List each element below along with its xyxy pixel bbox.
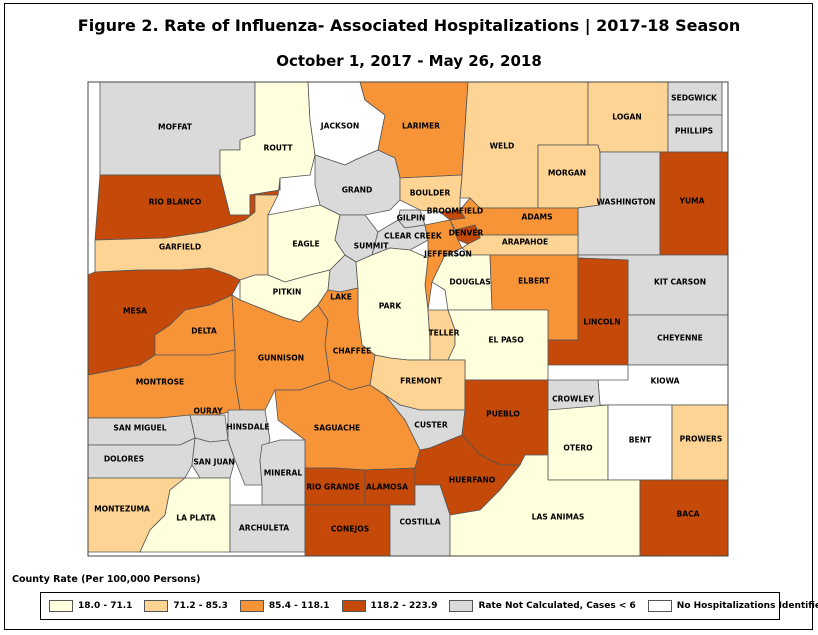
county-label-larimer: LARIMER xyxy=(402,121,440,131)
county-label-moffat: MOFFAT xyxy=(158,122,192,132)
county-label-saguache: SAGUACHE xyxy=(313,423,361,433)
county-label-crowley: CROWLEY xyxy=(552,394,594,404)
legend-item-c3: 85.4 - 118.1 xyxy=(239,600,330,612)
figure-subtitle: October 1, 2017 - May 26, 2018 xyxy=(276,52,542,70)
county-label-lake: LAKE xyxy=(330,292,352,302)
county-label-san-miguel: SAN MIGUEL xyxy=(113,423,167,433)
county-grand xyxy=(314,149,401,216)
legend-item-c1: 18.0 - 71.1 xyxy=(49,600,132,612)
figure-title: Figure 2. Rate of Influenza- Associated … xyxy=(77,16,741,35)
county-lincoln xyxy=(547,257,629,366)
county-label-douglas: DOUGLAS xyxy=(449,277,491,287)
legend-swatch xyxy=(341,600,366,612)
county-label-gilpin: GILPIN xyxy=(396,213,426,223)
county-label-chaffee: CHAFFEE xyxy=(332,346,372,356)
legend-label: 18.0 - 71.1 xyxy=(78,601,133,611)
county-label-ouray: OURAY xyxy=(193,406,223,416)
county-label-adams: ADAMS xyxy=(521,212,553,222)
legend-item-c2: 71.2 - 85.3 xyxy=(144,600,228,612)
county-label-broomfield: BROOMFIELD xyxy=(426,206,484,216)
county-label-custer: CUSTER xyxy=(414,420,448,430)
legend: 18.0 - 71.1 71.2 - 85.3 85.4 - 118.1 118.2 … xyxy=(40,592,818,620)
county-label-washington: WASHINGTON xyxy=(596,197,656,207)
legend-swatch xyxy=(449,600,474,612)
county-label-clear-creek: CLEAR CREEK xyxy=(384,231,442,241)
county-label-pueblo: PUEBLO xyxy=(486,409,520,419)
county-label-denver: DENVER xyxy=(448,228,484,238)
county-label-el-paso: EL PASO xyxy=(488,335,524,345)
legend-item-c4: 118.2 - 223.9 xyxy=(341,600,438,612)
county-label-rio-blanco: RIO BLANCO xyxy=(148,197,202,207)
county-label-conejos: CONEJOS xyxy=(330,524,370,534)
county-label-delta: DELTA xyxy=(191,326,217,336)
county-label-la-plata: LA PLATA xyxy=(176,513,216,523)
legend-title: County Rate (Per 100,000 Persons) xyxy=(12,574,201,585)
county-label-dolores: DOLORES xyxy=(103,454,145,464)
county-label-park: PARK xyxy=(378,301,402,311)
county-label-kit-carson: KIT CARSON xyxy=(653,277,707,287)
county-arapahoe xyxy=(461,234,579,256)
county-label-phillips: PHILLIPS xyxy=(674,126,714,136)
county-label-costilla: COSTILLA xyxy=(399,517,441,527)
legend-swatch xyxy=(49,600,73,612)
county-label-summit: SUMMIT xyxy=(353,241,389,251)
county-label-eagle: EAGLE xyxy=(292,239,320,249)
county-label-garfield: GARFIELD xyxy=(158,242,202,252)
county-label-mesa: MESA xyxy=(122,306,148,316)
legend-label: 118.2 - 223.9 xyxy=(370,601,438,611)
county-label-kiowa: KIOWA xyxy=(650,376,680,386)
county-label-arapahoe: ARAPAHOE xyxy=(501,237,549,247)
county-otero xyxy=(547,404,609,481)
county-label-logan: LOGAN xyxy=(612,112,642,122)
county-label-gunnison: GUNNISON xyxy=(257,353,305,363)
county-label-weld: WELD xyxy=(489,141,515,151)
legend-swatch xyxy=(647,600,672,612)
county-label-teller: TELLER xyxy=(428,328,460,338)
county-label-cheyenne: CHEYENNE xyxy=(657,333,703,343)
county-label-elbert: ELBERT xyxy=(518,276,550,286)
county-label-las-animas: LAS ANIMAS xyxy=(531,512,585,522)
county-label-routt: ROUTT xyxy=(263,143,293,153)
county-label-archuleta: ARCHULETA xyxy=(238,523,290,533)
county-la-plata xyxy=(139,477,231,553)
legend-item-nc: Rate Not Calculated, Cases < 6 xyxy=(449,600,636,612)
legend-item-none: No Hospitalizations Identified xyxy=(647,600,818,612)
county-label-pitkin: PITKIN xyxy=(272,287,302,297)
county-label-yuma: YUMA xyxy=(679,196,705,206)
county-label-hinsdale: HINSDALE xyxy=(226,422,270,432)
county-label-otero: OTERO xyxy=(563,443,593,453)
county-label-montrose: MONTROSE xyxy=(135,377,185,387)
county-label-morgan: MORGAN xyxy=(547,168,587,178)
county-label-huerfano: HUERFANO xyxy=(448,475,496,485)
legend-label: 71.2 - 85.3 xyxy=(173,601,228,611)
county-label-baca: BACA xyxy=(676,509,700,519)
state-outline xyxy=(87,81,729,557)
county-label-lincoln: LINCOLN xyxy=(583,317,621,327)
county-label-jackson: JACKSON xyxy=(320,121,360,131)
legend-label: No Hospitalizations Identified xyxy=(676,601,818,611)
county-label-grand: GRAND xyxy=(341,185,373,195)
county-label-rio-grande: RIO GRANDE xyxy=(306,482,360,492)
county-label-jefferson: JEFFERSON xyxy=(424,249,472,259)
county-san-juan xyxy=(191,437,236,479)
legend-swatch xyxy=(239,600,264,612)
legend-swatch xyxy=(144,600,169,612)
county-label-bent: BENT xyxy=(628,435,652,445)
county-label-mineral: MINERAL xyxy=(263,468,303,478)
county-label-sedgwick: SEDGWICK xyxy=(671,93,717,103)
county-label-boulder: BOULDER xyxy=(409,188,451,198)
county-label-montezuma: MONTEZUMA xyxy=(94,504,150,514)
county-label-san-juan: SAN JUAN xyxy=(193,457,235,467)
county-label-fremont: FREMONT xyxy=(400,376,442,386)
legend-label: 85.4 - 118.1 xyxy=(268,601,330,611)
legend-label: Rate Not Calculated, Cases < 6 xyxy=(478,601,636,611)
county-label-alamosa: ALAMOSA xyxy=(366,482,408,492)
county-label-prowers: PROWERS xyxy=(679,434,723,444)
figure-frame xyxy=(4,3,813,630)
